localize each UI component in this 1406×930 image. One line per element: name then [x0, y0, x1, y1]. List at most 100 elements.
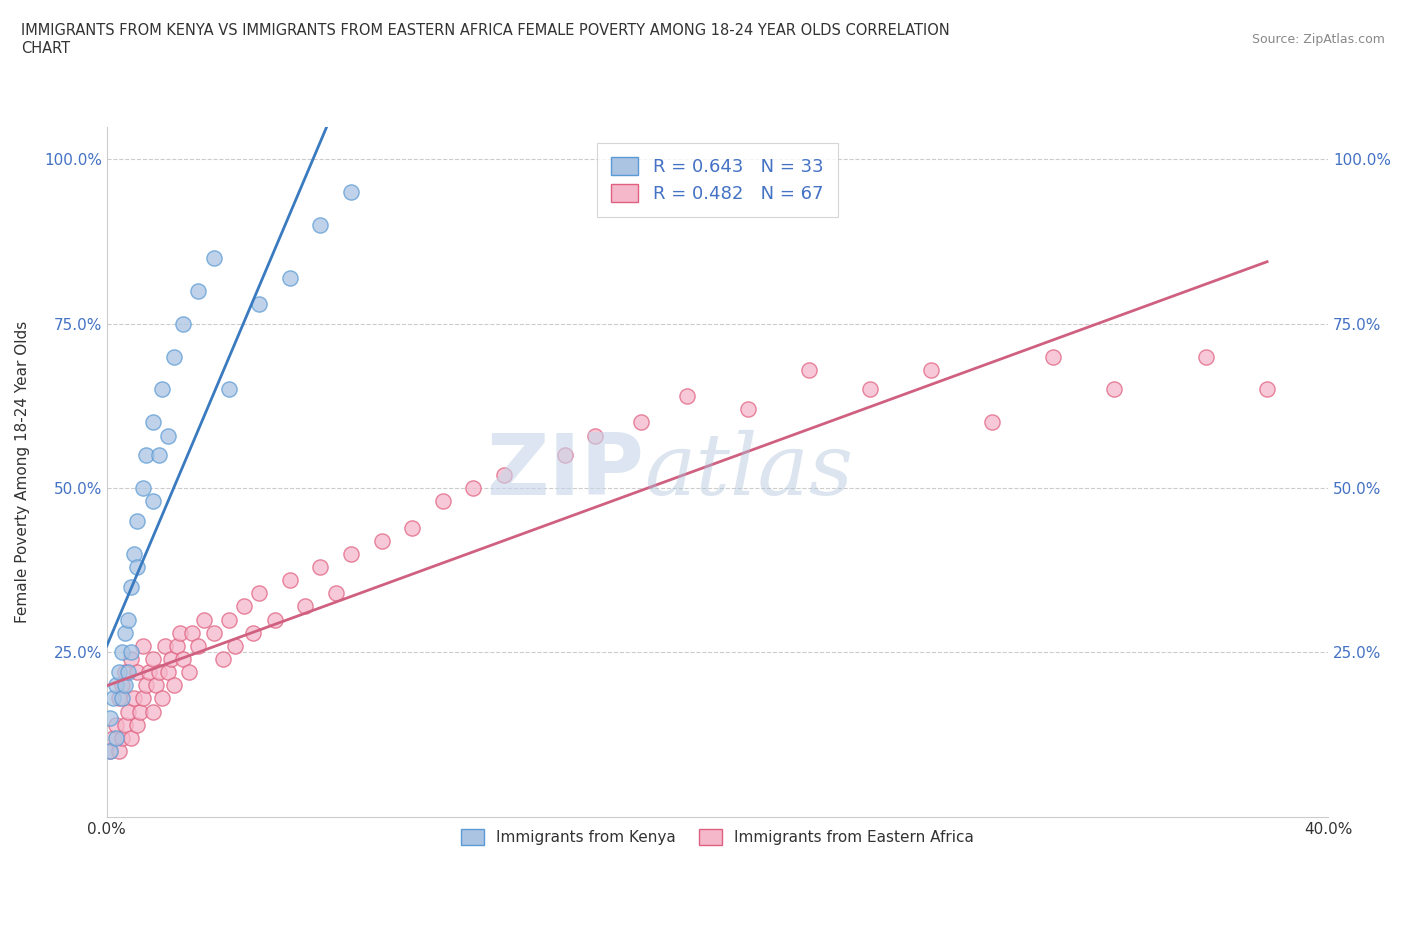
Point: [127, 513, 149, 528]
Point: [120, 645, 142, 660]
Point: [233, 599, 256, 614]
Text: Source: ZipAtlas.com: Source: ZipAtlas.com: [1251, 33, 1385, 46]
Point: [325, 586, 347, 601]
Point: [142, 494, 165, 509]
Point: [1042, 349, 1064, 364]
Point: [148, 447, 170, 462]
Point: [1104, 382, 1126, 397]
Point: [98, 744, 121, 759]
Point: [278, 271, 301, 286]
Point: [218, 382, 240, 397]
Point: [114, 625, 136, 640]
Point: [179, 665, 201, 680]
Point: [163, 349, 186, 364]
Point: [340, 546, 363, 561]
Point: [145, 678, 167, 693]
Point: [142, 704, 165, 719]
Point: [101, 691, 124, 706]
Point: [111, 691, 134, 706]
Point: [108, 691, 131, 706]
Point: [111, 730, 134, 745]
Point: [117, 665, 139, 680]
Point: [630, 415, 652, 430]
Point: [797, 363, 820, 378]
Point: [104, 717, 127, 732]
Point: [132, 481, 155, 496]
Point: [150, 382, 173, 397]
Point: [193, 612, 215, 627]
Point: [737, 402, 759, 417]
Point: [114, 678, 136, 693]
Point: [127, 717, 149, 732]
Point: [492, 468, 515, 483]
Point: [114, 665, 136, 680]
Point: [920, 363, 942, 378]
Point: [98, 744, 121, 759]
Point: [370, 533, 392, 548]
Text: ZIP: ZIP: [486, 431, 644, 513]
Point: [583, 428, 606, 443]
Point: [122, 691, 145, 706]
Point: [153, 638, 176, 653]
Point: [104, 678, 127, 693]
Point: [142, 652, 165, 667]
Point: [249, 586, 271, 601]
Point: [401, 520, 423, 535]
Point: [202, 250, 225, 265]
Point: [156, 665, 179, 680]
Point: [117, 612, 139, 627]
Point: [981, 415, 1004, 430]
Point: [111, 678, 134, 693]
Y-axis label: Female Poverty Among 18-24 Year Olds: Female Poverty Among 18-24 Year Olds: [15, 321, 30, 623]
Point: [129, 704, 152, 719]
Point: [108, 665, 131, 680]
Point: [676, 389, 699, 404]
Point: [120, 652, 142, 667]
Point: [98, 711, 121, 725]
Point: [111, 645, 134, 660]
Point: [127, 560, 149, 575]
Point: [181, 625, 204, 640]
Point: [263, 612, 285, 627]
Point: [554, 447, 576, 462]
Point: [160, 652, 183, 667]
Point: [142, 415, 165, 430]
Point: [132, 691, 155, 706]
Point: [156, 428, 179, 443]
Point: [120, 579, 142, 594]
Point: [1195, 349, 1218, 364]
Point: [242, 625, 264, 640]
Point: [1256, 382, 1278, 397]
Point: [108, 744, 131, 759]
Point: [278, 573, 301, 588]
Point: [218, 612, 240, 627]
Point: [224, 638, 246, 653]
Point: [340, 185, 363, 200]
Point: [135, 678, 157, 693]
Point: [187, 638, 209, 653]
Legend: Immigrants from Kenya, Immigrants from Eastern Africa: Immigrants from Kenya, Immigrants from E…: [449, 817, 986, 857]
Point: [432, 494, 454, 509]
Point: [211, 652, 233, 667]
Point: [172, 316, 194, 331]
Point: [163, 678, 186, 693]
Point: [166, 638, 188, 653]
Point: [120, 730, 142, 745]
Point: [148, 665, 170, 680]
Point: [135, 447, 157, 462]
Point: [294, 599, 316, 614]
Point: [132, 638, 155, 653]
Point: [202, 625, 225, 640]
Point: [104, 730, 127, 745]
Text: atlas: atlas: [644, 431, 853, 513]
Text: IMMIGRANTS FROM KENYA VS IMMIGRANTS FROM EASTERN AFRICA FEMALE POVERTY AMONG 18-: IMMIGRANTS FROM KENYA VS IMMIGRANTS FROM…: [21, 23, 950, 56]
Point: [309, 560, 332, 575]
Point: [117, 704, 139, 719]
Point: [150, 691, 173, 706]
Point: [138, 665, 160, 680]
Point: [249, 297, 271, 312]
Point: [122, 546, 145, 561]
Point: [187, 284, 209, 299]
Point: [463, 481, 485, 496]
Point: [101, 730, 124, 745]
